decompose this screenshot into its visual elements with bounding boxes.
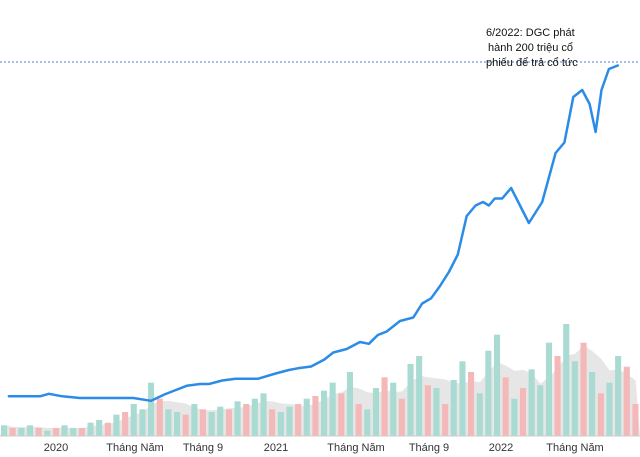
x-tick-label: 2022 [489,442,513,454]
volume-bar [528,369,535,436]
volume-bar [148,382,155,436]
volume-bar [416,356,423,436]
x-tick-label: 2021 [264,442,288,454]
volume-bar [122,412,129,436]
annotation-line-1: 6/2022: DGC phát [486,27,575,39]
volume-bar [260,393,267,436]
volume-bar [199,409,206,436]
volume-bar [130,404,137,436]
volume-bar [346,372,353,436]
volume-bar [70,428,77,436]
volume-bar [433,388,440,436]
x-tick-label: Tháng Năm [106,442,163,454]
volume-bar [511,398,518,436]
annotation-note: 6/2022: DGC phát hành 200 triệu cổ phiếu… [486,27,578,69]
x-tick-label: 2020 [44,442,68,454]
volume-bar [398,398,405,436]
volume-bar [537,385,544,436]
volume-bar [494,334,501,436]
volume-bar [519,388,526,436]
volume-bar [61,425,68,436]
volume-bar [269,409,276,436]
volume-bar [390,382,397,436]
volume-bar [1,425,8,436]
volume-bar [18,428,25,436]
volume-bar [87,422,94,436]
volume-bar [606,382,613,436]
x-tick-label: Tháng Năm [546,442,603,454]
volume-bar [156,398,163,436]
volume-bar [563,324,570,436]
volume-bar [442,404,449,436]
volume-bar [52,428,59,436]
volume-bar [580,342,587,436]
volume-bar [329,382,336,436]
volume-bar [225,409,232,436]
volume-bar [96,420,103,436]
volume-bar [295,404,302,436]
volume-bar [597,393,604,436]
volume-bar [191,404,198,436]
annotation-line-2: hành 200 triệu cổ [488,42,573,54]
x-tick-label: Tháng 9 [409,442,449,454]
volume-bar [9,428,16,436]
volume-bar [165,409,172,436]
volume-bar [113,414,120,436]
price-line [7,64,620,403]
volume-bar [632,404,639,436]
volume-bar [424,385,431,436]
volume-bar [78,428,85,436]
volume-bar [450,380,457,436]
volume-bar [364,409,371,436]
volume-bar [545,342,552,436]
volume-bar [321,390,328,436]
x-axis: 2020 Tháng Năm Tháng 9 2021 Tháng Năm Th… [44,442,604,454]
volume-bar [589,372,596,436]
volume-bar [502,377,509,436]
x-tick-label: Tháng Năm [327,442,384,454]
volume-bar [381,377,388,436]
volume-bar [554,356,561,436]
volume-bar [615,356,622,436]
volume-bar [35,428,42,436]
volume-bar [571,361,578,436]
volume-bar [104,422,111,436]
volume-bar [217,406,224,436]
volume-bar [182,414,189,436]
volume-bar [277,412,284,436]
volume-average-area [0,345,640,436]
volume-bar [476,393,483,436]
volume-bar [26,425,33,436]
annotation-line-3: phiếu để trả cổ tức [486,57,578,69]
volume-bars [0,324,640,436]
volume-bar [355,404,362,436]
volume-bar [459,361,466,436]
volume-bar [407,364,414,436]
volume-bar [139,409,146,436]
volume-bar [208,412,215,436]
volume-bar [243,404,250,436]
volume-bar [251,398,258,436]
volume-bar [303,398,310,436]
volume-bar [312,396,319,436]
volume-bar [44,430,51,436]
volume-bar [485,350,492,436]
volume-bar [234,401,241,436]
volume-bar [338,393,345,436]
volume-bar [174,412,181,436]
volume-bar [372,388,379,436]
volume-bar [468,372,475,436]
x-tick-label: Tháng 9 [183,442,223,454]
volume-bar [286,406,293,436]
volume-bar [623,366,630,436]
